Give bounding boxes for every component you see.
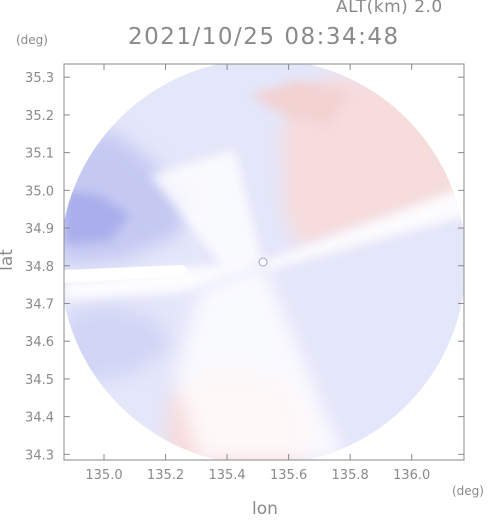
zero-band-e xyxy=(262,185,464,270)
x-tick-label: 136.0 xyxy=(393,468,430,483)
x-tick-label: 135.4 xyxy=(208,468,245,483)
y-tick-label: 34.4 xyxy=(25,411,54,426)
approaching-core-nw xyxy=(64,190,130,245)
x-axis-title: lon xyxy=(252,499,278,519)
blocked-sector xyxy=(64,265,188,283)
y-tick-label: 34.7 xyxy=(25,297,54,312)
radar-disk xyxy=(64,64,464,460)
y-tick-label: 35.0 xyxy=(25,184,54,199)
plot-area xyxy=(64,64,464,460)
approaching-region-sw xyxy=(64,305,170,385)
y-tick-label: 34.5 xyxy=(25,373,54,388)
y-tick-label: 34.8 xyxy=(25,260,54,275)
y-tick-label: 35.3 xyxy=(25,71,54,86)
plot-frame xyxy=(63,63,465,461)
zero-band-s xyxy=(175,262,345,460)
y-tick-label: 34.6 xyxy=(25,335,54,350)
y-tick-label: 34.3 xyxy=(25,448,54,463)
radar-site-marker xyxy=(258,257,268,267)
y-axis-unit: (deg) xyxy=(16,33,48,47)
zero-band-w xyxy=(64,262,262,300)
zero-band-n xyxy=(150,150,262,270)
y-tick-label: 34.9 xyxy=(25,222,54,237)
receding-region-n xyxy=(250,80,350,125)
altitude-label: ALT(km) 2.0 xyxy=(336,0,443,17)
timestamp-title: 2021/10/25 08:34:48 xyxy=(128,24,400,50)
y-tick-label: 35.2 xyxy=(25,109,54,124)
x-tick-label: 135.6 xyxy=(270,468,307,483)
y-tick-label: 35.1 xyxy=(25,147,54,162)
x-tick-label: 135.0 xyxy=(85,468,122,483)
x-tick-label: 135.8 xyxy=(332,468,369,483)
axis-ticks: 135.0 135.2 135.4 135.6 135.8 136.0 34.3 34.4 34… xyxy=(25,64,464,483)
x-tick-label: 135.2 xyxy=(147,468,184,483)
x-axis-unit: (deg) xyxy=(452,484,484,498)
